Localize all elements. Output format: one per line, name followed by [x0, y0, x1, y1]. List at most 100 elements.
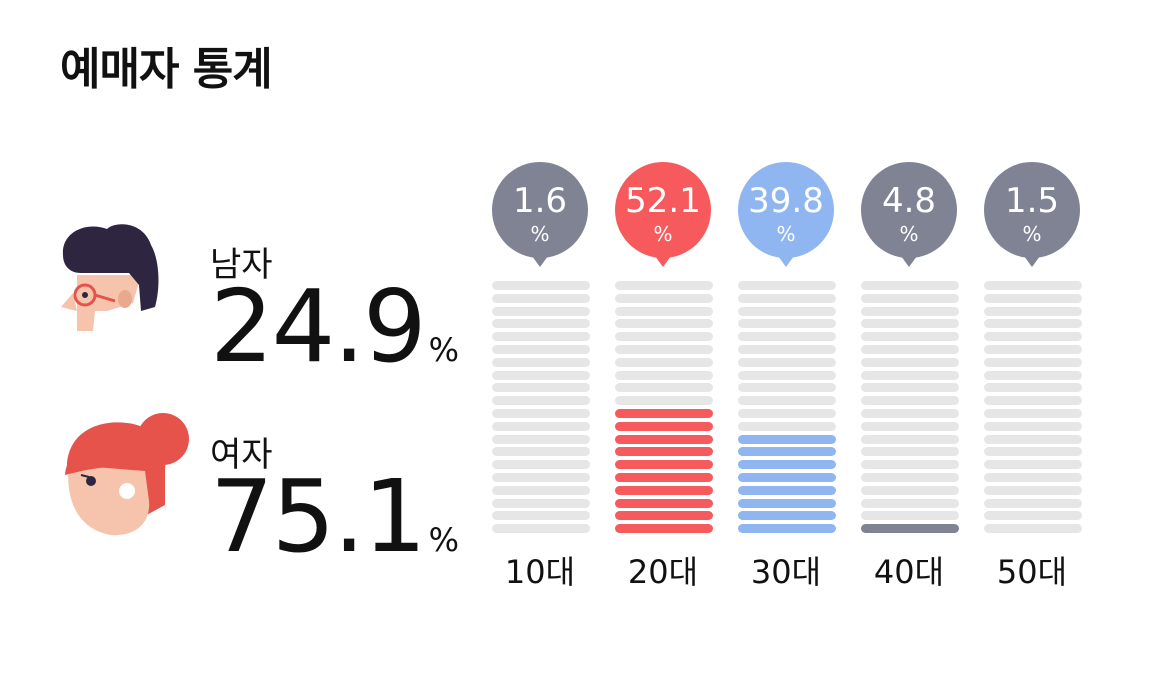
bar-segment	[738, 434, 836, 444]
age-label: 30대	[750, 553, 822, 591]
male-label: 남자	[210, 245, 273, 285]
bar-segment	[492, 409, 590, 418]
bar-segment	[861, 485, 959, 495]
male-avatar-icon	[61, 224, 159, 331]
bar-segment	[615, 281, 713, 290]
bar-segment	[738, 473, 836, 482]
bar-segment	[492, 473, 590, 482]
female-stat: 여자 75.1%	[55, 405, 475, 567]
bar-segment	[861, 306, 959, 316]
bar-segment	[738, 511, 836, 521]
bar-segment	[492, 498, 590, 508]
bar-segment	[615, 332, 713, 342]
age-column: 52.1 % 20대	[613, 160, 713, 600]
bar-segment	[615, 370, 713, 380]
bar-segment	[984, 357, 1082, 367]
bar-segment	[984, 473, 1082, 482]
value-bubble: 4.8 %	[861, 162, 957, 267]
bubble-unit: %	[653, 222, 673, 246]
male-stat: 남자 24.9%	[55, 215, 475, 377]
bar-segment	[984, 383, 1082, 393]
bar-segment	[861, 319, 959, 329]
male-value-number: 24.9	[210, 268, 427, 385]
bar-segment	[861, 460, 959, 470]
bar-segment	[492, 447, 590, 457]
bar-segment	[861, 473, 959, 482]
bar-segment	[492, 345, 590, 354]
bar-segment	[738, 460, 836, 470]
bar-segment	[984, 319, 1082, 329]
bar-segment	[984, 370, 1082, 380]
bar-segment	[861, 370, 959, 380]
bar-segment	[492, 511, 590, 521]
female-value-unit: %	[428, 521, 460, 559]
bar-segment	[738, 485, 836, 495]
bar-segment	[738, 293, 836, 303]
bar-segment	[615, 460, 713, 470]
bar-track	[492, 281, 590, 537]
age-label: 40대	[873, 553, 945, 591]
bar-segment	[738, 281, 836, 290]
age-column: 1.5 % 50대	[982, 160, 1082, 600]
age-column: 1.6 % 10대	[490, 160, 590, 600]
bar-segment	[984, 409, 1082, 418]
bubble-unit: %	[899, 222, 919, 246]
bar-segment	[984, 485, 1082, 495]
bar-segment	[615, 485, 713, 495]
age-column: 39.8 % 30대	[736, 160, 836, 600]
bar-segment	[615, 473, 713, 482]
female-label: 여자	[210, 435, 273, 475]
bar-segment	[738, 421, 836, 431]
bar-track	[615, 281, 713, 537]
bar-segment	[738, 332, 836, 342]
bar-segment	[738, 383, 836, 393]
page-title: 예매자 통계	[60, 44, 273, 95]
bar-segment	[861, 345, 959, 354]
bar-segment	[984, 434, 1082, 444]
bar-segment	[492, 485, 590, 495]
bar-segment	[984, 293, 1082, 303]
bar-segment	[738, 524, 836, 534]
bar-segment	[984, 460, 1082, 470]
bar-segment	[492, 357, 590, 367]
bar-segment	[984, 524, 1082, 534]
bubble-unit: %	[530, 222, 550, 246]
bar-segment	[492, 434, 590, 444]
bar-segment	[984, 396, 1082, 406]
bar-segment	[738, 447, 836, 457]
age-label: 10대	[504, 553, 576, 591]
bar-segment	[492, 281, 590, 290]
bar-segment	[861, 332, 959, 342]
bar-segment	[492, 460, 590, 470]
bubble-value: 39.8	[748, 181, 824, 221]
bar-segment	[861, 409, 959, 418]
bar-segment	[615, 409, 713, 418]
female-value-number: 75.1	[210, 458, 427, 575]
bar-segment	[861, 281, 959, 290]
bar-segment	[615, 498, 713, 508]
bar-segment	[738, 319, 836, 329]
male-value: 24.9%	[210, 277, 459, 400]
female-avatar-icon	[65, 413, 189, 536]
bar-segment	[861, 524, 959, 534]
bar-segment	[615, 434, 713, 444]
age-label: 20대	[627, 553, 699, 591]
male-value-unit: %	[428, 331, 460, 369]
bubble-unit: %	[776, 222, 796, 246]
bar-segment	[984, 306, 1082, 316]
age-label: 50대	[996, 553, 1068, 591]
bar-track	[738, 281, 836, 537]
bar-segment	[492, 370, 590, 380]
bar-segment	[984, 511, 1082, 521]
bar-segment	[492, 421, 590, 431]
bar-segment	[738, 409, 836, 418]
bar-segment	[615, 357, 713, 367]
bar-segment	[861, 293, 959, 303]
bar-segment	[861, 434, 959, 444]
value-bubble: 52.1 %	[615, 162, 711, 267]
bar-segment	[615, 306, 713, 316]
bar-segment	[492, 293, 590, 303]
bar-segment	[738, 370, 836, 380]
bar-segment	[492, 383, 590, 393]
bar-segment	[492, 306, 590, 316]
